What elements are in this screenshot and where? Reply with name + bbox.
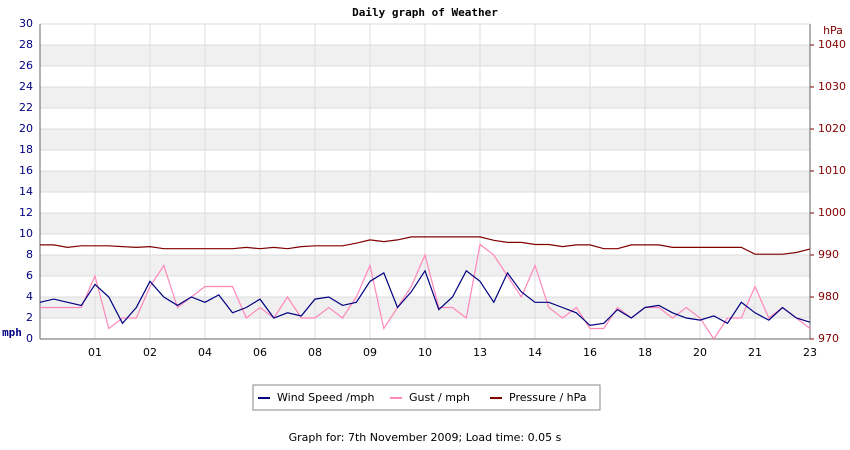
y-tick-label: 14 xyxy=(19,185,33,198)
y-tick-label: 0 xyxy=(26,332,33,345)
y-tick-label: 10 xyxy=(19,227,33,240)
y2-tick-label: 990 xyxy=(818,248,839,261)
footer: Graph for: 7th November 2009; Load time:… xyxy=(289,431,562,444)
x-tick-label: 23 xyxy=(803,346,817,359)
x-tick-label: 20 xyxy=(693,346,707,359)
series-line xyxy=(40,243,811,341)
y-tick-label: 16 xyxy=(19,164,33,177)
y-tick-label: 4 xyxy=(26,290,33,303)
y-tick-label: 22 xyxy=(19,101,33,114)
y-tick-label: 26 xyxy=(19,59,33,72)
y-tick-label: 24 xyxy=(19,80,33,93)
legend-label: Wind Speed /mph xyxy=(277,391,375,404)
y2-axis-label: hPa xyxy=(823,24,843,37)
y-tick-label: 28 xyxy=(19,38,33,51)
x-tick-label: 16 xyxy=(583,346,597,359)
chart-title: Daily graph of Weather xyxy=(352,6,498,19)
y-tick-label: 6 xyxy=(26,269,33,282)
y2-tick-label: 1020 xyxy=(818,122,846,135)
x-tick-label: 13 xyxy=(473,346,487,359)
y-tick-label: 18 xyxy=(19,143,33,156)
x-tick-label: 21 xyxy=(748,346,762,359)
y2-tick-label: 1040 xyxy=(818,38,846,51)
series-line xyxy=(40,236,811,255)
y-tick-label: 2 xyxy=(26,311,33,324)
legend-label: Gust / mph xyxy=(409,391,470,404)
y-tick-label: 12 xyxy=(19,206,33,219)
y2-tick-label: 1000 xyxy=(818,206,846,219)
x-tick-label: 01 xyxy=(88,346,102,359)
x-tick-label: 14 xyxy=(528,346,542,359)
y2-tick-label: 1010 xyxy=(818,164,846,177)
x-tick-label: 08 xyxy=(308,346,322,359)
x-tick-label: 18 xyxy=(638,346,652,359)
x-tick-label: 10 xyxy=(418,346,432,359)
y-tick-label: 20 xyxy=(19,122,33,135)
y-tick-label: 30 xyxy=(19,17,33,30)
y-axis-label: mph xyxy=(2,326,22,339)
y2-tick-label: 980 xyxy=(818,290,839,303)
y2-tick-label: 1030 xyxy=(818,80,846,93)
y-tick-label: 8 xyxy=(26,248,33,261)
y2-tick-label: 970 xyxy=(818,332,839,345)
legend-box xyxy=(252,384,601,411)
legend-label: Pressure / hPa xyxy=(509,391,587,404)
x-tick-label: 06 xyxy=(253,346,267,359)
x-tick-label: 04 xyxy=(198,346,212,359)
x-tick-label: 02 xyxy=(143,346,157,359)
series-line xyxy=(39,269,811,327)
x-tick-label: 09 xyxy=(363,346,377,359)
